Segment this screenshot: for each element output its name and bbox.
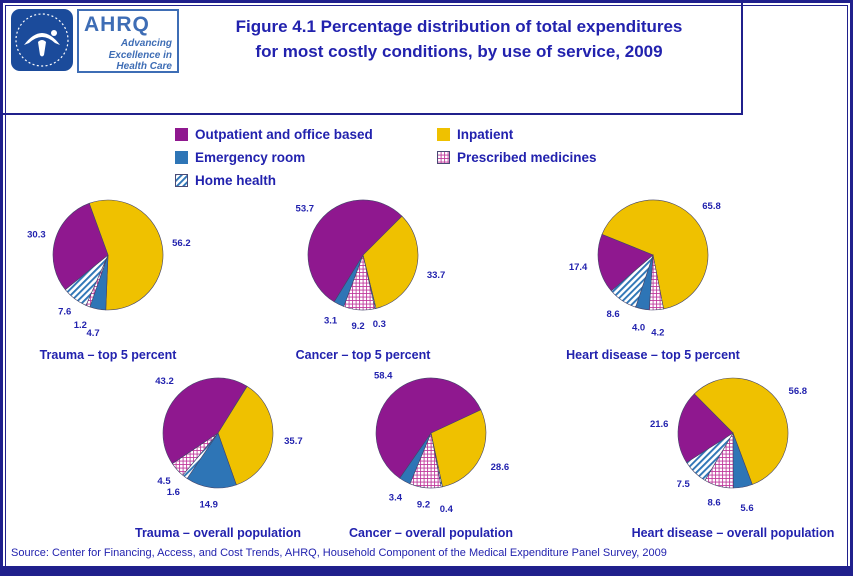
pie-svg-0: 56.2 4.71.27.6 30.3 [27, 199, 191, 339]
pie-value-label: 33.7 [427, 270, 446, 281]
pie-value-label: 4.2 [651, 327, 664, 338]
pie-heart-overall: 56.8 5.6 8.6 7.5 21.6 Heart disease – overal… [632, 345, 834, 540]
pie-slice-inpatient [601, 199, 709, 310]
pie-slice-outpatient [307, 199, 403, 303]
pie-svg-5: 56.8 5.6 8.6 7.5 21.6 [650, 377, 808, 514]
pie-value-label: 65.8 [702, 201, 721, 212]
legend-label-outpatient: Outpatient and office based [195, 127, 373, 142]
pie-caption-heart-overall: Heart disease – overall population [631, 526, 835, 540]
pie-value-label: 4.0 [632, 322, 645, 333]
pie-value-label: 30.3 [27, 230, 46, 241]
pie-value-label: 3.1 [324, 316, 338, 327]
legend-swatch-home [175, 174, 188, 187]
pie-svg-2: 65.8 4.2 4.0 8.6 17.4 [569, 199, 721, 338]
pie-slice-inpatient [693, 377, 789, 485]
pie-slice-inpatient [88, 199, 164, 311]
pie-value-label: 56.8 [789, 386, 808, 397]
legend-label-emergency: Emergency room [195, 150, 306, 165]
pie-slice-inpatient [217, 385, 274, 486]
bottom-border-bar [3, 566, 850, 573]
pie-slice-emergency [186, 432, 237, 489]
pie-trauma-top5: 56.2 4.7 1.2 7.6 30.3 Trauma – top 5 percent [13, 167, 203, 362]
pie-value-label: 3.4 [389, 493, 403, 504]
pie-value-label: 1.6 [167, 487, 180, 498]
pie-cancer-top5: 33.7 0.3 9.2 3.1 53.7 Cancer – top 5 percent [268, 167, 458, 362]
hhs-logo [11, 9, 73, 71]
pie-value-label: 7.5 [677, 479, 691, 490]
pie-slice-outpatient [162, 377, 248, 465]
pie-cancer-overall: 28.6 0.4 9.2 3.4 58.4 Cancer – overall popul… [336, 345, 526, 540]
pie-value-label: 0.4 [440, 504, 454, 515]
hhs-eagle-icon [11, 9, 73, 71]
pie-slice-inpatient [362, 215, 419, 309]
pie-value-label: 7.6 [58, 306, 71, 317]
pie-caption-trauma-top5: Trauma – top 5 percent [39, 348, 177, 362]
pie-value-label: 35.7 [284, 436, 303, 447]
pie-value-label: 0.3 [373, 319, 386, 330]
pie-value-label: 43.2 [155, 376, 174, 387]
source-note: Source: Center for Financing, Access, an… [11, 547, 667, 559]
legend-label-prescribed: Prescribed medicines [457, 150, 597, 165]
legend-item-inpatient: Inpatient [437, 127, 597, 142]
legend-label-home: Home health [195, 173, 277, 188]
pie-slice-inpatient [430, 409, 487, 488]
header-rule-horizontal [3, 113, 743, 115]
pie-value-label: 9.2 [351, 321, 364, 332]
legend-swatch-inpatient [437, 128, 450, 141]
pie-value-label: 8.6 [606, 309, 619, 320]
legend-item-prescribed: Prescribed medicines [437, 150, 597, 165]
pie-caption-trauma-overall: Trauma – overall population [134, 526, 302, 540]
header-rule-vertical [741, 3, 743, 115]
pie-slice-outpatient [52, 202, 109, 291]
legend-swatch-emergency [175, 151, 188, 164]
ahrq-acronym: AHRQ [84, 13, 150, 36]
legend-item-home: Home health [175, 173, 437, 188]
legend-swatch-outpatient [175, 128, 188, 141]
pie-value-label: 58.4 [374, 371, 393, 382]
figure-title: Figure 4.1 Percentage distribution of to… [188, 15, 730, 64]
pie-slice-outpatient [597, 234, 654, 292]
pie-caption-heart-top5: Heart disease – top 5 percent [566, 348, 740, 362]
legend-swatch-prescribed [437, 151, 450, 164]
legend-label-inpatient: Inpatient [457, 127, 514, 142]
ahrq-tagline: Advancing Excellence in Health Care [108, 38, 172, 72]
pie-value-label: 5.6 [740, 503, 753, 514]
pie-value-label: 21.6 [650, 419, 669, 430]
pie-caption-cancer-overall: Cancer – overall population [349, 526, 513, 540]
pie-svg-1: 33.7 0.3 9.2 3.1 53.7 [296, 199, 446, 332]
legend-item-outpatient: Outpatient and office based [175, 127, 437, 142]
pie-trauma-overall: 35.7 14.9 1.6 4.5 43.2 Trauma – overall popu… [123, 345, 313, 540]
pie-caption-cancer-top5: Cancer – top 5 percent [295, 348, 431, 362]
pie-value-label: 4.5 [157, 476, 171, 487]
figure-title-line2: for most costly conditions, by use of se… [255, 41, 663, 61]
pie-value-label: 4.7 [86, 328, 99, 339]
legend-item-emergency: Emergency room [175, 150, 437, 165]
pie-heart-top5: 65.8 4.2 4.0 8.6 17.4 Heart disease – top 5 … [558, 167, 748, 362]
pie-value-label: 56.2 [172, 238, 191, 249]
legend: Outpatient and office based Inpatient Em… [175, 127, 597, 188]
pie-value-label: 8.6 [707, 498, 720, 509]
pie-value-label: 17.4 [569, 262, 588, 273]
pie-svg-4: 28.6 0.4 9.2 3.4 58.4 [374, 371, 510, 515]
pie-value-label: 53.7 [296, 203, 315, 214]
pie-value-label: 1.2 [74, 320, 87, 331]
pie-svg-3: 35.7 14.9 1.64.5 43.2 [155, 376, 303, 511]
pie-value-label: 14.9 [199, 500, 218, 511]
ahrq-logo: AHRQ Advancing Excellence in Health Care [77, 9, 179, 73]
pie-value-label: 9.2 [417, 500, 430, 511]
figure-title-line1: Figure 4.1 Percentage distribution of to… [235, 17, 683, 36]
pie-slice-outpatient [375, 377, 482, 479]
pie-value-label: 28.6 [491, 462, 510, 473]
pie-slice-outpatient [677, 393, 734, 463]
